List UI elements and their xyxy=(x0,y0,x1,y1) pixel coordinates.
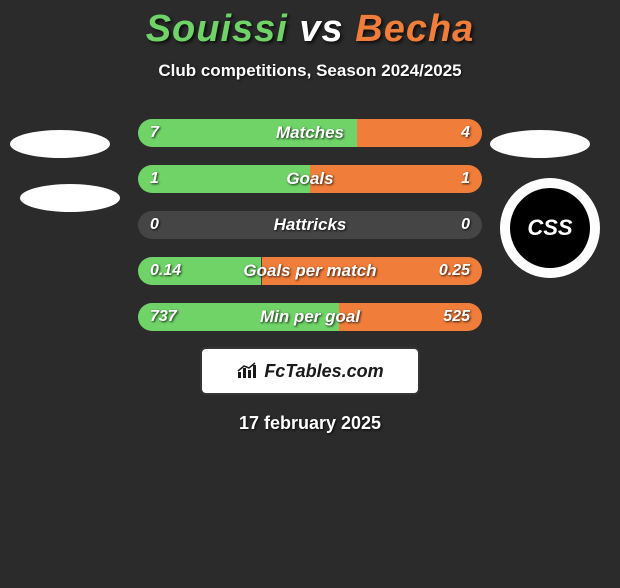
stat-row: 11Goals xyxy=(138,165,482,193)
branding-text: FcTables.com xyxy=(264,361,383,382)
title-left-name: Souissi xyxy=(146,8,288,50)
stat-row-label: Goals xyxy=(138,165,482,193)
stat-row-label: Min per goal xyxy=(138,303,482,331)
right-team-badge-text: CSS xyxy=(510,188,590,268)
stats-rows: 74Matches 11Goals 00Hattricks 0.140.25Goals… xyxy=(138,119,482,331)
stat-row: 00Hattricks xyxy=(138,211,482,239)
branding-chart-icon xyxy=(236,362,258,380)
stat-row: 737525Min per goal xyxy=(138,303,482,331)
stat-row-label: Hattricks xyxy=(138,211,482,239)
stat-row-label: Goals per match xyxy=(138,257,482,285)
branding-box: FcTables.com xyxy=(202,349,418,393)
stat-row: 74Matches xyxy=(138,119,482,147)
comparison-title: Souissi vs Becha xyxy=(0,8,620,51)
right-team-badge: CSS xyxy=(500,178,600,278)
stat-row: 0.140.25Goals per match xyxy=(138,257,482,285)
left-team-logo-placeholder-1 xyxy=(10,130,110,158)
stat-row-label: Matches xyxy=(138,119,482,147)
title-right-name: Becha xyxy=(355,8,474,50)
title-vs: vs xyxy=(299,8,343,50)
subtitle: Club competitions, Season 2024/2025 xyxy=(0,61,620,81)
snapshot-date: 17 february 2025 xyxy=(0,413,620,434)
left-team-logo-placeholder-2 xyxy=(20,184,120,212)
right-team-logo-placeholder xyxy=(490,130,590,158)
